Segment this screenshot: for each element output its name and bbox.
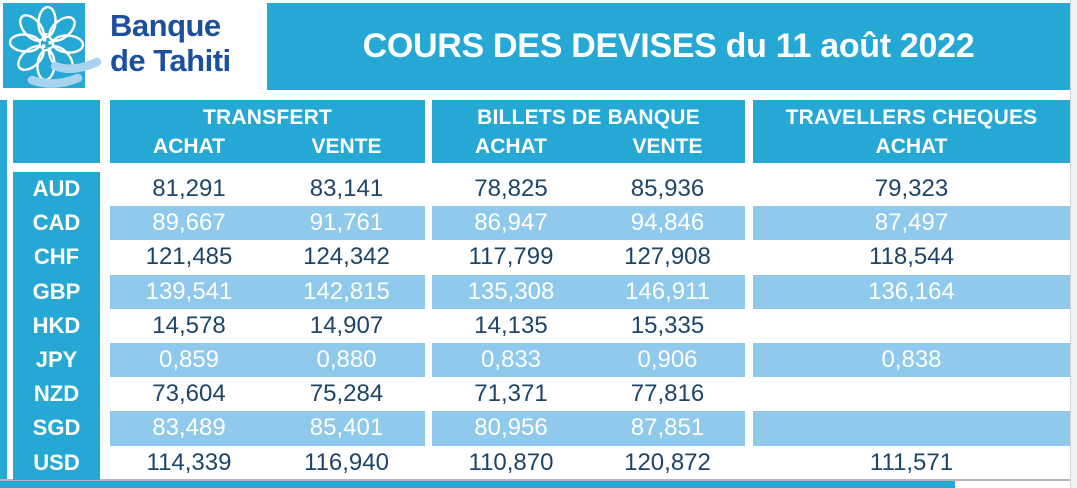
rate-cell: 81,291 bbox=[152, 175, 226, 203]
header-billets-achat: ACHAT bbox=[475, 134, 547, 158]
currency-code-cell: JPY bbox=[13, 342, 100, 378]
rate-cell: 118,544 bbox=[869, 243, 954, 271]
group-label-transfert: TRANSFERT bbox=[203, 106, 332, 129]
rate-cell: 85,936 bbox=[630, 175, 705, 203]
rate-cell: 0,838 bbox=[753, 342, 1070, 378]
rate-cell: 94,846 bbox=[590, 206, 745, 241]
table-row-jpy: JPY 0,859 0,880 0,833 0,906 0,838 bbox=[13, 342, 1070, 378]
header-transfert-achat: ACHAT bbox=[153, 134, 225, 158]
rate-cell: 0,859 bbox=[110, 342, 268, 378]
currency-code-cell: CAD bbox=[13, 206, 100, 241]
rate-cell: 83,141 bbox=[309, 175, 384, 203]
currency-code-cell: SGD bbox=[13, 411, 100, 446]
group-label-travellers: TRAVELLERS CHEQUES bbox=[785, 106, 1038, 129]
rate-cell: 78,825 bbox=[474, 175, 548, 203]
rate-cell: 135,308 bbox=[432, 274, 590, 309]
currency-code-cell: USD bbox=[13, 445, 100, 480]
currency-code-cell: GBP bbox=[13, 274, 100, 309]
rate-cell: 77,816 bbox=[630, 380, 705, 408]
rate-cell: 83,489 bbox=[110, 411, 268, 446]
rate-cell: 121,485 bbox=[145, 243, 233, 271]
rate-cell: 87,851 bbox=[590, 411, 745, 446]
rate-cell: 117,799 bbox=[468, 243, 554, 271]
rate-cell: 87,497 bbox=[753, 206, 1070, 241]
rate-cell: 85,401 bbox=[268, 411, 425, 446]
rate-cell: 80,956 bbox=[432, 411, 590, 446]
rate-cell: 124,342 bbox=[303, 243, 390, 271]
title-bar: COURS DES DEVISES du 11 août 2022 bbox=[267, 3, 1070, 90]
page-title: COURS DES DEVISES du 11 août 2022 bbox=[362, 27, 975, 65]
currency-code-cell: HKD bbox=[13, 308, 100, 343]
header-billets-vente: VENTE bbox=[632, 134, 703, 158]
rate-cell: 142,815 bbox=[268, 274, 425, 309]
rate-cell: 139,541 bbox=[110, 274, 268, 309]
rate-cell bbox=[753, 411, 1070, 446]
table-row-hkd: HKD 14,578 14,907 14,135 15,335 bbox=[13, 308, 1070, 343]
header-travellers-achat: ACHAT bbox=[875, 134, 948, 158]
rate-cell: 15,335 bbox=[630, 311, 705, 339]
rate-cell: 114,339 bbox=[146, 448, 232, 476]
currency-code-cell: NZD bbox=[13, 377, 100, 412]
rate-cell: 71,371 bbox=[474, 380, 548, 408]
rate-cell: 136,164 bbox=[753, 274, 1070, 309]
tiare-flower-icon bbox=[3, 3, 102, 88]
currency-column-header bbox=[13, 100, 100, 163]
rate-cell: 111,571 bbox=[869, 448, 954, 476]
currency-code-cell: AUD bbox=[13, 172, 100, 207]
table-header: TRANSFERT ACHAT VENTE BILLETS DE BANQUE … bbox=[13, 100, 1070, 163]
bottom-border-line bbox=[0, 479, 1070, 481]
rate-cell: 14,907 bbox=[309, 311, 384, 339]
left-border-strip bbox=[0, 100, 7, 481]
table-row-usd: USD 114,339 116,940 110,870 120,872 111,… bbox=[13, 445, 1070, 480]
table-row-chf: CHF 121,485 124,342 117,799 127,908 118,… bbox=[13, 240, 1070, 275]
rate-cell: 89,667 bbox=[110, 206, 268, 241]
bank-name-line2: de Tahiti bbox=[110, 43, 231, 78]
rate-cell: 86,947 bbox=[432, 206, 590, 241]
bank-logo bbox=[3, 3, 103, 88]
rate-cell: 116,940 bbox=[304, 448, 389, 476]
rate-cell: 91,761 bbox=[268, 206, 425, 241]
table-row-aud: AUD 81,291 83,141 78,825 85,936 79,323 bbox=[13, 172, 1070, 207]
right-border-strip bbox=[1070, 0, 1077, 488]
table-row-nzd: NZD 73,604 75,284 71,371 77,816 bbox=[13, 377, 1070, 412]
rate-cell: 127,908 bbox=[624, 243, 711, 271]
column-group-transfert: TRANSFERT ACHAT VENTE bbox=[110, 100, 425, 163]
rate-cell: 146,911 bbox=[590, 274, 745, 309]
rate-cell: 0,880 bbox=[268, 342, 425, 378]
rate-cell: 79,323 bbox=[874, 175, 949, 203]
rate-cell: 0,833 bbox=[432, 342, 590, 378]
rate-cell: 14,135 bbox=[474, 311, 548, 339]
rate-cell bbox=[753, 309, 1070, 343]
rate-cell bbox=[753, 377, 1070, 411]
column-group-billets-de-banque: BILLETS DE BANQUE ACHAT VENTE bbox=[432, 100, 745, 163]
rate-cell: 0,906 bbox=[590, 342, 745, 378]
currency-code-cell: CHF bbox=[13, 240, 100, 275]
bottom-border-strip bbox=[0, 481, 955, 488]
header-transfert-vente: VENTE bbox=[311, 134, 382, 158]
table-row-gbp: GBP 139,541 142,815 135,308 146,911 136,… bbox=[13, 274, 1070, 309]
bank-name: Banque de Tahiti bbox=[110, 8, 270, 78]
rates-table: TRANSFERT ACHAT VENTE BILLETS DE BANQUE … bbox=[13, 100, 1070, 480]
header-body-gap bbox=[13, 163, 1070, 172]
column-group-travellers-cheques: TRAVELLERS CHEQUES ACHAT bbox=[753, 100, 1070, 163]
rate-cell: 110,870 bbox=[468, 448, 554, 476]
table-row-sgd: SGD 83,489 85,401 80,956 87,851 bbox=[13, 411, 1070, 446]
rate-cell: 14,578 bbox=[152, 311, 226, 339]
group-label-billets: BILLETS DE BANQUE bbox=[477, 106, 700, 129]
rate-cell: 75,284 bbox=[309, 380, 384, 408]
bank-name-line1: Banque bbox=[110, 8, 221, 43]
table-row-cad: CAD 89,667 91,761 86,947 94,846 87,497 bbox=[13, 206, 1070, 241]
rate-cell: 73,604 bbox=[152, 380, 226, 408]
rate-cell: 120,872 bbox=[624, 448, 711, 476]
